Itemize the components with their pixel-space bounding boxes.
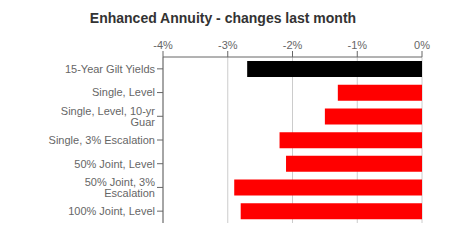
svg-text:0%: 0%	[414, 39, 430, 51]
svg-text:Single, 3% Escalation: Single, 3% Escalation	[49, 134, 155, 146]
svg-text:50% Joint, Level: 50% Joint, Level	[74, 158, 155, 170]
svg-text:-4%: -4%	[153, 39, 173, 51]
html-text:Enhanced Annuity - changes las: Enhanced Annuity - changes last month	[89, 10, 357, 26]
svg-text:-3%: -3%	[218, 39, 238, 51]
svg-text:100% Joint, Level: 100% Joint, Level	[68, 205, 155, 217]
svg-text:-2%: -2%	[283, 39, 303, 51]
svg-text:15-Year Gilt Yields: 15-Year Gilt Yields	[65, 63, 156, 75]
svg-text:-1%: -1%	[347, 39, 367, 51]
svg-text:50% Joint, 3%Escalation: 50% Joint, 3%Escalation	[85, 176, 156, 199]
svg-text:Single, Level, 10-yrGuar: Single, Level, 10-yrGuar	[61, 105, 155, 128]
svg-text:Single, Level: Single, Level	[92, 86, 155, 98]
